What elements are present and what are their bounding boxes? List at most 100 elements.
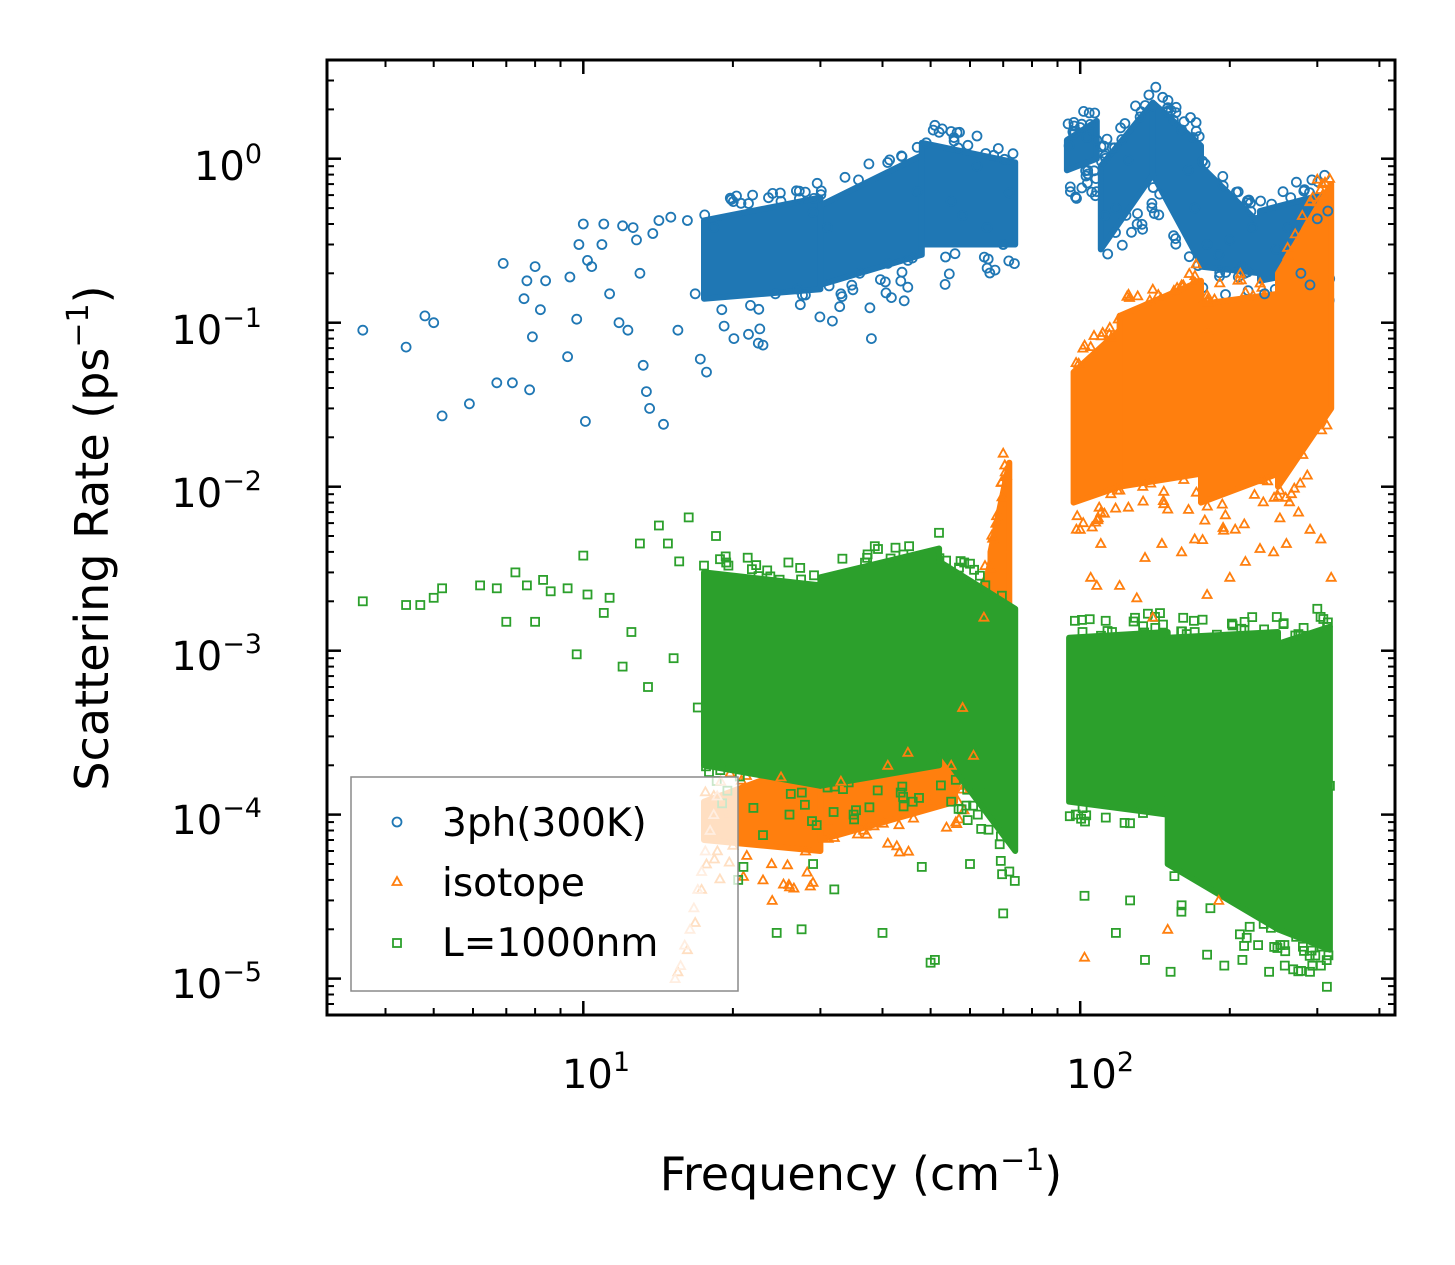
data-point — [1071, 192, 1082, 204]
data-point — [1152, 288, 1165, 300]
data-point — [1169, 871, 1180, 881]
data-point — [1294, 476, 1307, 488]
data-point — [822, 222, 833, 234]
axis-ticks — [327, 59, 1395, 1016]
data-point — [1245, 206, 1257, 217]
data-point — [1078, 950, 1091, 962]
data-point — [1176, 900, 1187, 911]
data-point — [1201, 288, 1214, 300]
data-point — [1224, 234, 1236, 246]
data-point — [864, 302, 876, 314]
data-point — [854, 267, 866, 279]
data-point — [941, 555, 951, 566]
data-point — [1299, 946, 1309, 956]
data-point — [946, 796, 957, 807]
data-point — [872, 785, 883, 796]
data-point — [1189, 615, 1199, 626]
data-point — [949, 248, 961, 260]
dense-region — [701, 569, 824, 789]
data-point — [1279, 960, 1290, 971]
data-point — [598, 218, 610, 230]
data-point — [491, 583, 502, 594]
data-point — [882, 257, 894, 269]
data-point — [846, 279, 858, 291]
data-point — [999, 465, 1012, 477]
plot-frame — [325, 58, 1397, 1017]
data-point — [522, 580, 532, 591]
data-point — [1120, 289, 1134, 301]
data-point — [1138, 808, 1148, 818]
data-point — [743, 328, 754, 340]
data-point — [1269, 942, 1280, 952]
data-point — [582, 589, 593, 600]
data-point — [753, 571, 764, 581]
data-point — [1147, 100, 1159, 112]
data-point — [1003, 187, 1015, 199]
data-point — [988, 149, 1000, 161]
data-point — [720, 551, 731, 562]
data-point — [578, 550, 589, 561]
data-point — [1146, 282, 1159, 294]
data-point — [1178, 612, 1189, 623]
data-point — [1146, 197, 1158, 209]
data-point — [808, 859, 818, 869]
data-point — [1182, 164, 1194, 176]
data-point — [631, 234, 642, 246]
data-point — [1093, 500, 1106, 512]
data-point — [1216, 497, 1229, 509]
data-point — [401, 600, 412, 610]
legend-label-3ph: 3ph(300K) — [442, 801, 647, 846]
data-point — [1090, 579, 1103, 590]
data-point — [1100, 615, 1111, 626]
data-point — [898, 295, 910, 307]
data-point — [1312, 195, 1325, 207]
data-point — [1314, 532, 1327, 544]
data-point — [1146, 202, 1158, 214]
data-point — [1100, 812, 1111, 823]
data-point — [1316, 188, 1329, 200]
data-point — [1107, 627, 1117, 637]
data-point — [634, 267, 646, 279]
data-point — [765, 571, 776, 582]
data-point — [538, 575, 548, 585]
data-point — [835, 288, 847, 300]
data-point — [978, 251, 990, 263]
data-point — [1306, 174, 1318, 186]
y-axis: 100 10−1 10−2 10−3 10−4 10−5 Scattering … — [61, 139, 262, 1008]
data-point — [994, 839, 1005, 850]
data-point — [945, 758, 958, 770]
dense-region — [918, 139, 1019, 248]
legend: 3ph(300K) isotope L=1000nm — [350, 776, 739, 992]
data-point — [754, 323, 766, 335]
data-point — [711, 531, 721, 541]
data-point — [1296, 448, 1309, 459]
data-point — [1125, 818, 1135, 829]
data-point — [653, 215, 665, 226]
data-point — [869, 541, 880, 552]
data-point — [1322, 622, 1332, 632]
data-point — [1170, 238, 1182, 250]
data-point — [1311, 213, 1323, 225]
data-point — [965, 558, 975, 569]
data-point — [936, 780, 946, 791]
data-point — [886, 292, 897, 304]
data-point — [1188, 532, 1201, 544]
data-point — [834, 774, 847, 786]
data-point — [1064, 181, 1076, 193]
data-point — [1187, 275, 1201, 287]
data-point — [728, 333, 740, 345]
data-point — [853, 174, 864, 186]
data-point — [428, 592, 439, 603]
data-point — [823, 280, 835, 292]
data-point — [1162, 95, 1174, 106]
data-point — [890, 542, 901, 553]
data-point — [1123, 291, 1136, 302]
data-point — [997, 590, 1007, 601]
data-point — [792, 283, 803, 295]
data-point — [1264, 966, 1274, 977]
data-point — [995, 476, 1008, 487]
data-point — [735, 197, 747, 209]
data-point — [718, 320, 730, 332]
y-tick-label-1e-4: 10−4 — [171, 793, 262, 844]
data-point — [1316, 960, 1326, 971]
